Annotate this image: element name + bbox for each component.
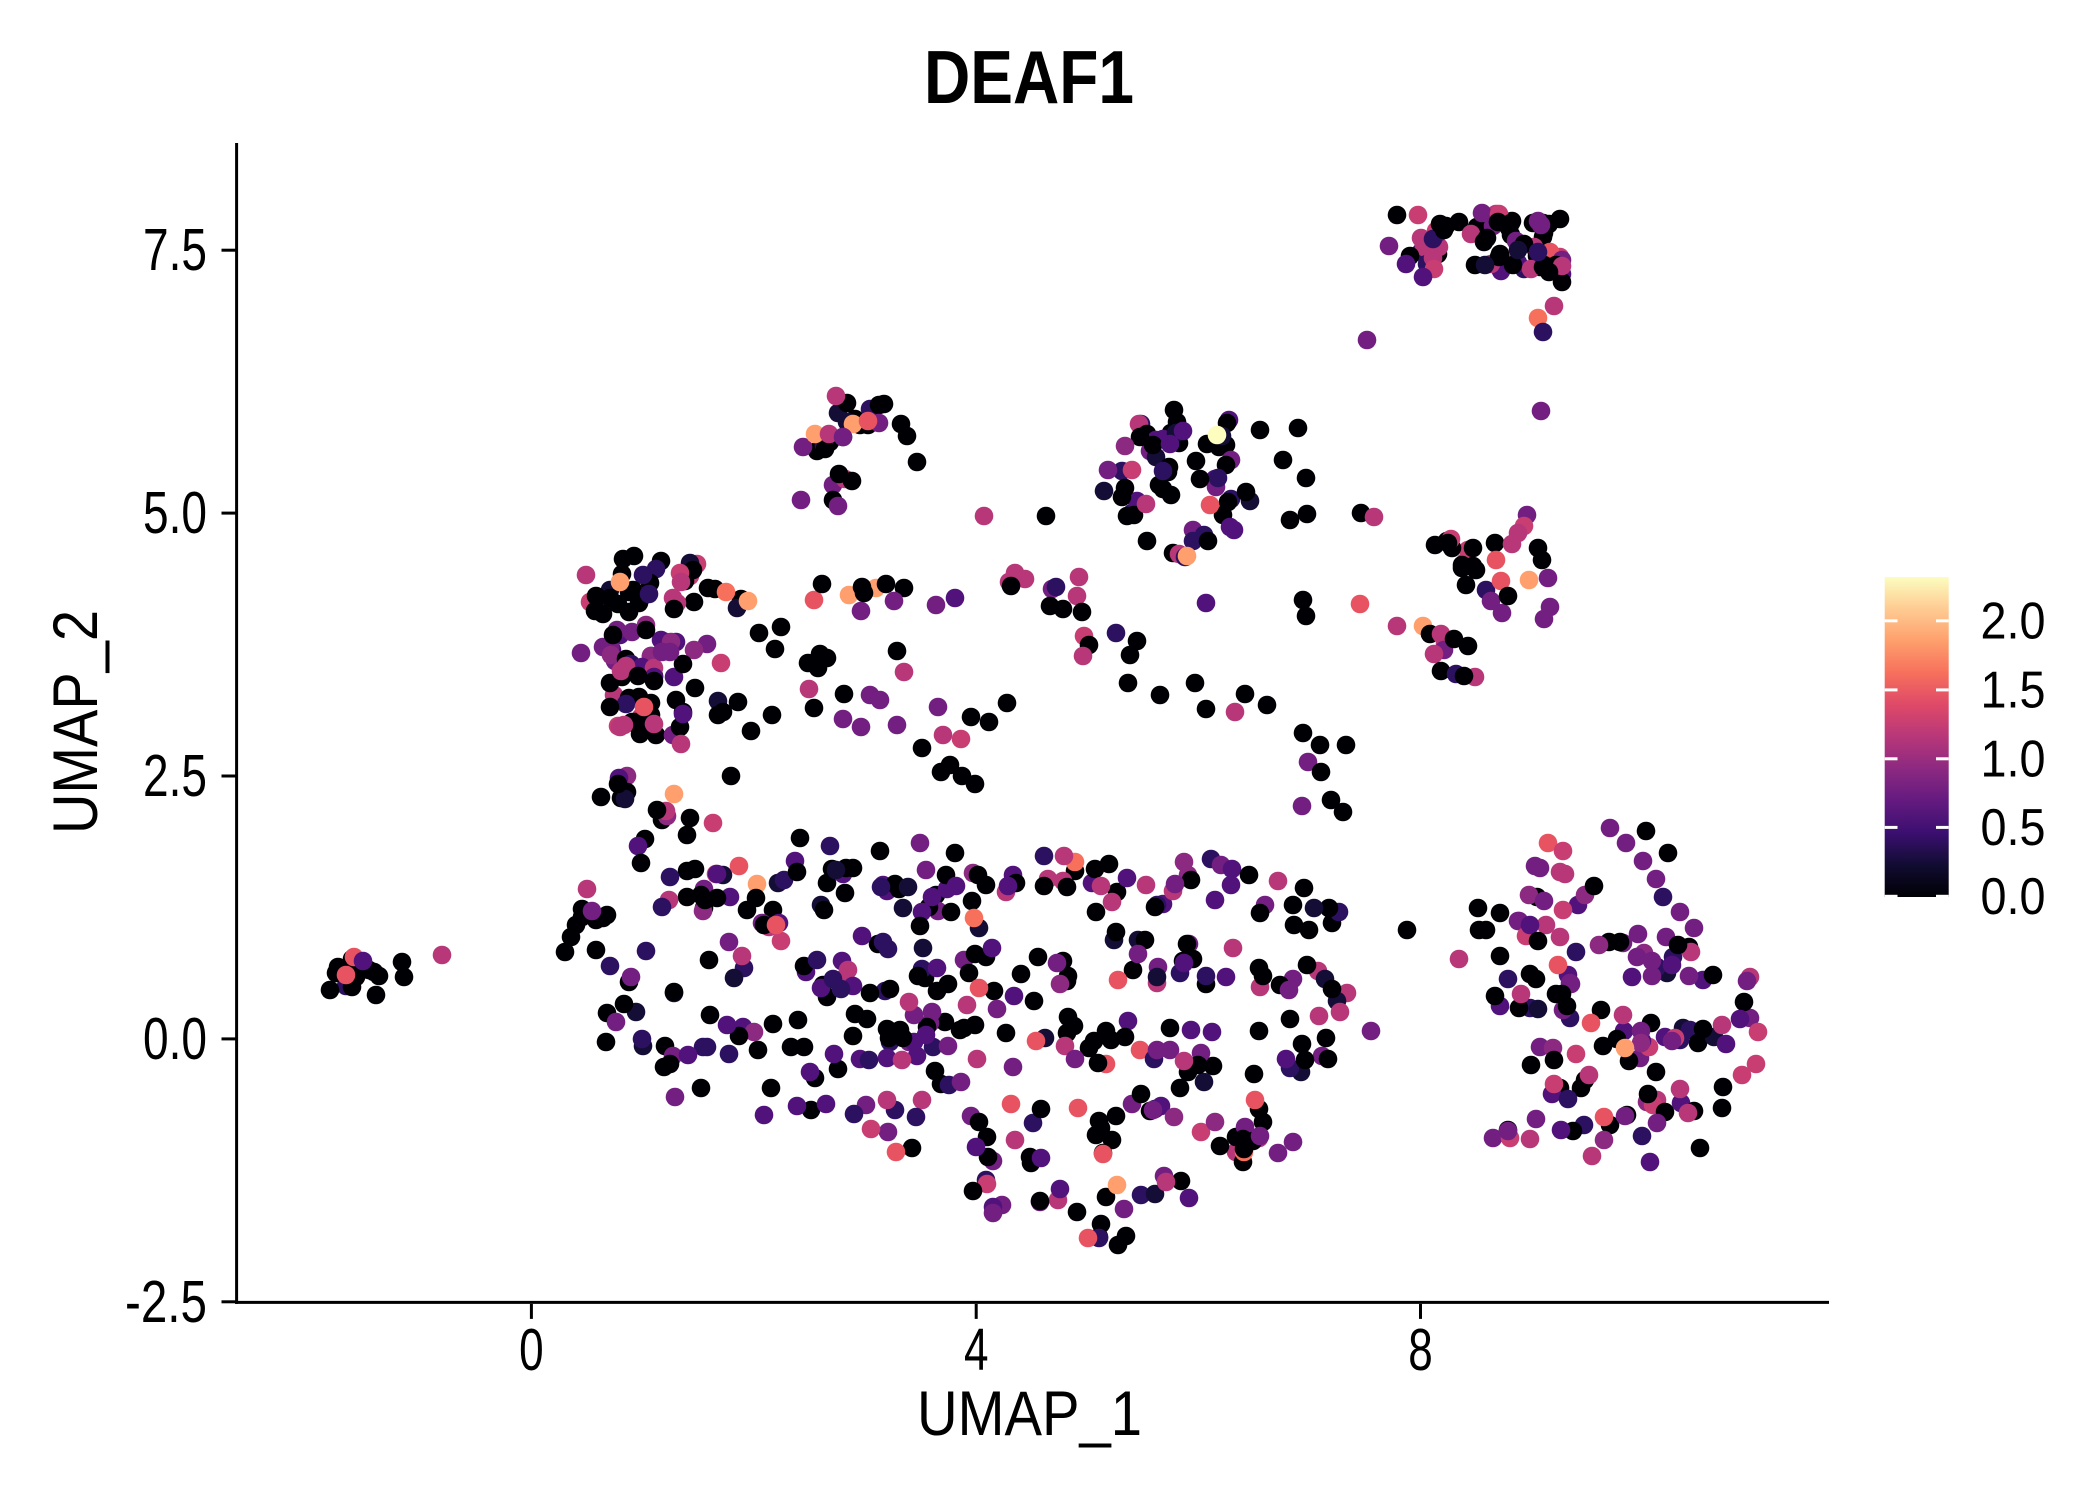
svg-text:-2.5: -2.5	[125, 1268, 207, 1335]
svg-text:7.5: 7.5	[143, 216, 207, 283]
svg-text:4: 4	[964, 1316, 989, 1383]
svg-text:2.0: 2.0	[1981, 592, 2046, 650]
svg-text:2.5: 2.5	[143, 742, 207, 809]
svg-text:0.0: 0.0	[1981, 868, 2046, 926]
svg-text:UMAP_1: UMAP_1	[917, 1379, 1142, 1449]
svg-text:0.5: 0.5	[1981, 799, 2046, 857]
svg-text:0: 0	[519, 1316, 544, 1383]
svg-text:8: 8	[1408, 1316, 1433, 1383]
svg-text:1.5: 1.5	[1981, 661, 2046, 719]
svg-text:UMAP_2: UMAP_2	[41, 610, 111, 834]
svg-text:1.0: 1.0	[1981, 730, 2046, 788]
svg-text:5.0: 5.0	[143, 479, 207, 546]
svg-text:DEAF1: DEAF1	[924, 35, 1134, 119]
svg-text:0.0: 0.0	[143, 1005, 207, 1072]
